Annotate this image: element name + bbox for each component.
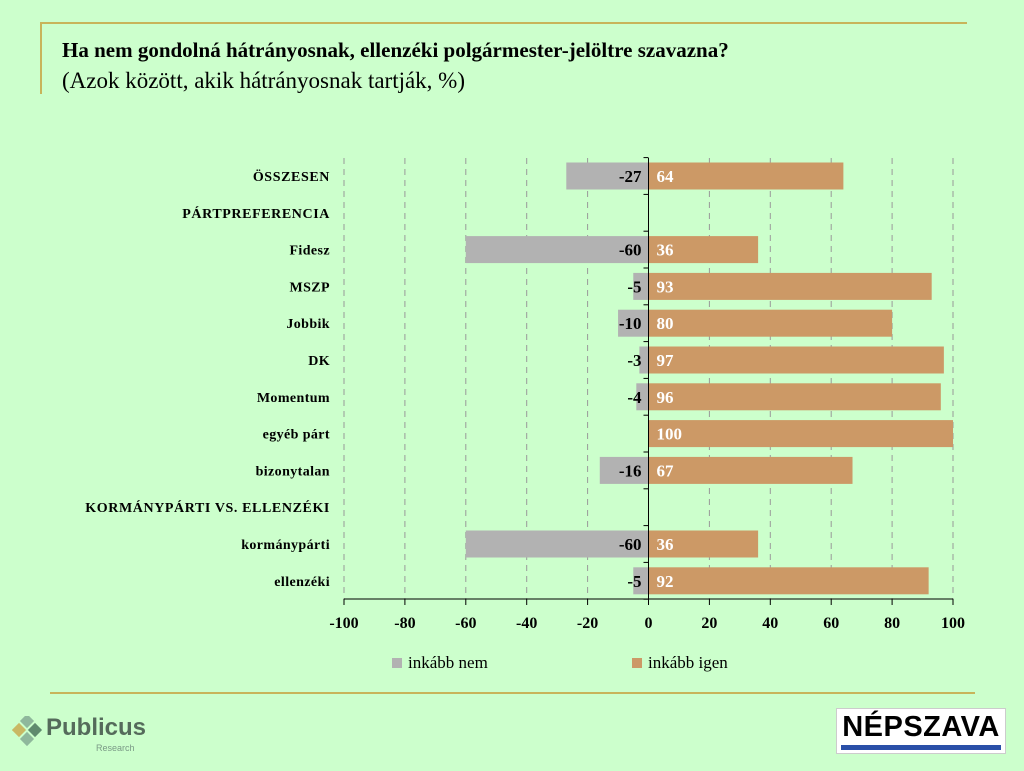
data-label-igen: 67 bbox=[657, 461, 675, 480]
data-label-nem: -60 bbox=[619, 241, 642, 260]
x-tick-label: -20 bbox=[577, 615, 598, 632]
x-tick-label: 80 bbox=[884, 615, 900, 632]
chart-title: Ha nem gondolná hátrányosnak, ellenzéki … bbox=[62, 38, 729, 62]
data-label-nem: -5 bbox=[627, 572, 641, 591]
bar-igen bbox=[648, 346, 944, 374]
data-label-igen: 36 bbox=[657, 535, 674, 554]
category-label: Momentum bbox=[257, 391, 330, 406]
legend-label-nem: inkább nem bbox=[408, 653, 488, 672]
bar-igen bbox=[648, 272, 932, 300]
bar-igen bbox=[648, 236, 759, 264]
x-tick-label: 20 bbox=[701, 615, 717, 632]
bar-igen bbox=[648, 567, 929, 595]
data-label-nem: -16 bbox=[619, 461, 642, 480]
bar-igen bbox=[648, 383, 941, 411]
category-label: egyéb párt bbox=[263, 428, 330, 443]
category-label: DK bbox=[308, 354, 330, 369]
x-tick-label: -60 bbox=[455, 615, 476, 632]
data-label-igen: 96 bbox=[657, 388, 674, 407]
publicus-sub: Research bbox=[96, 743, 135, 753]
x-tick-label: 40 bbox=[762, 615, 778, 632]
bar-nem bbox=[633, 567, 649, 595]
legend-swatch-nem bbox=[392, 658, 402, 668]
bar-nem bbox=[636, 383, 649, 411]
data-label-igen: 80 bbox=[657, 314, 674, 333]
category-label: Fidesz bbox=[289, 244, 330, 259]
x-tick-label: 0 bbox=[645, 615, 653, 632]
bar-nem bbox=[618, 309, 649, 337]
publicus-diamond-icon bbox=[12, 716, 43, 747]
data-label-nem: -3 bbox=[627, 351, 641, 370]
bar-nem bbox=[599, 456, 649, 484]
legend-label-igen: inkább igen bbox=[648, 653, 728, 672]
nepszava-name: NÉPSZAVA bbox=[842, 711, 1000, 743]
legend-swatch-igen bbox=[632, 658, 642, 668]
data-label-nem: -60 bbox=[619, 535, 642, 554]
x-tick-label: -40 bbox=[516, 615, 537, 632]
left-rule bbox=[40, 22, 42, 94]
data-label-igen: 92 bbox=[657, 572, 674, 591]
top-rule bbox=[40, 22, 967, 24]
category-label: kormánypárti bbox=[241, 538, 330, 553]
nepszava-logo: NÉPSZAVA bbox=[836, 708, 1006, 754]
category-label: KORMÁNYPÁRTI VS. ELLENZÉKI bbox=[85, 499, 330, 516]
x-tick-label: 100 bbox=[941, 615, 965, 632]
bar-nem bbox=[465, 236, 649, 264]
bar-igen bbox=[648, 162, 844, 190]
category-label: bizonytalan bbox=[256, 464, 330, 479]
bar-nem bbox=[465, 530, 649, 558]
data-label-nem: -5 bbox=[627, 277, 641, 296]
bar-igen bbox=[648, 456, 853, 484]
bar-igen bbox=[648, 420, 953, 448]
publicus-name: Publicus bbox=[46, 714, 147, 741]
legend-item-nem: inkább nem bbox=[392, 653, 488, 673]
legend-item-igen: inkább igen bbox=[632, 653, 728, 673]
data-label-nem: -4 bbox=[627, 388, 642, 407]
category-label: PÁRTPREFERENCIA bbox=[182, 205, 330, 222]
bar-igen bbox=[648, 309, 893, 337]
bottom-rule bbox=[50, 692, 975, 694]
bar-nem bbox=[566, 162, 649, 190]
category-label: ÖSSZESEN bbox=[253, 168, 330, 185]
data-label-igen: 64 bbox=[657, 167, 675, 186]
category-label: Jobbik bbox=[286, 317, 330, 332]
category-label: ellenzéki bbox=[274, 575, 330, 590]
nepszava-stripe bbox=[841, 745, 1001, 750]
category-label: MSZP bbox=[290, 280, 331, 295]
bar-nem bbox=[633, 272, 649, 300]
data-label-nem: -10 bbox=[619, 314, 642, 333]
bar-nem bbox=[639, 346, 649, 374]
x-tick-label: -80 bbox=[394, 615, 415, 632]
x-tick-label: -100 bbox=[329, 615, 358, 632]
data-label-igen: 36 bbox=[657, 241, 674, 260]
data-label-igen: 100 bbox=[657, 425, 683, 444]
data-label-nem: -27 bbox=[619, 167, 642, 186]
data-label-igen: 93 bbox=[657, 277, 674, 296]
data-label-igen: 97 bbox=[657, 351, 675, 370]
publicus-logo: Publicus Research bbox=[12, 714, 152, 756]
x-tick-label: 60 bbox=[823, 615, 839, 632]
bar-igen bbox=[648, 530, 759, 558]
bar-chart: -27 64 ÖSSZESEN PÁRTPREFERENCIA -60 36 Fidesz -… bbox=[85, 157, 965, 632]
chart-subtitle: (Azok között, akik hátrányosnak tartják,… bbox=[62, 68, 466, 93]
